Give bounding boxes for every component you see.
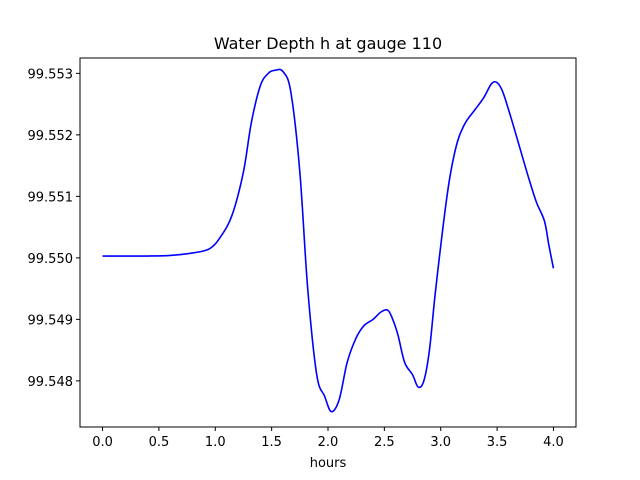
- y-tick-label: 99.551: [28, 190, 74, 205]
- series-line-h: [102, 68, 555, 413]
- y-tick-label: 99.548: [28, 375, 74, 390]
- x-tick-label: 1.5: [261, 435, 282, 450]
- x-axis-ticks: 0.0 0.5 1.0 1.5 2.0 2.5 3.0 3.5 4.0: [92, 427, 564, 450]
- plot-area: [102, 68, 555, 413]
- x-tick-label: 0.5: [149, 435, 170, 450]
- x-tick-label: 3.0: [430, 435, 451, 450]
- y-axis-ticks: 99.548 99.549 99.550 99.551 99.552 99.553: [28, 67, 80, 390]
- x-tick-label: 0.0: [92, 435, 113, 450]
- x-tick-label: 1.0: [205, 435, 226, 450]
- y-tick-label: 99.549: [28, 313, 74, 328]
- x-tick-label: 3.5: [487, 435, 508, 450]
- x-tick-label: 4.0: [543, 435, 564, 450]
- chart-title: Water Depth h at gauge 110: [214, 34, 442, 53]
- x-tick-label: 2.5: [374, 435, 395, 450]
- y-tick-label: 99.552: [28, 129, 74, 144]
- x-axis-label: hours: [310, 456, 347, 471]
- plot-frame: [79, 57, 577, 428]
- y-tick-label: 99.550: [28, 252, 74, 267]
- x-tick-label: 2.0: [318, 435, 339, 450]
- y-tick-label: 99.553: [28, 67, 74, 82]
